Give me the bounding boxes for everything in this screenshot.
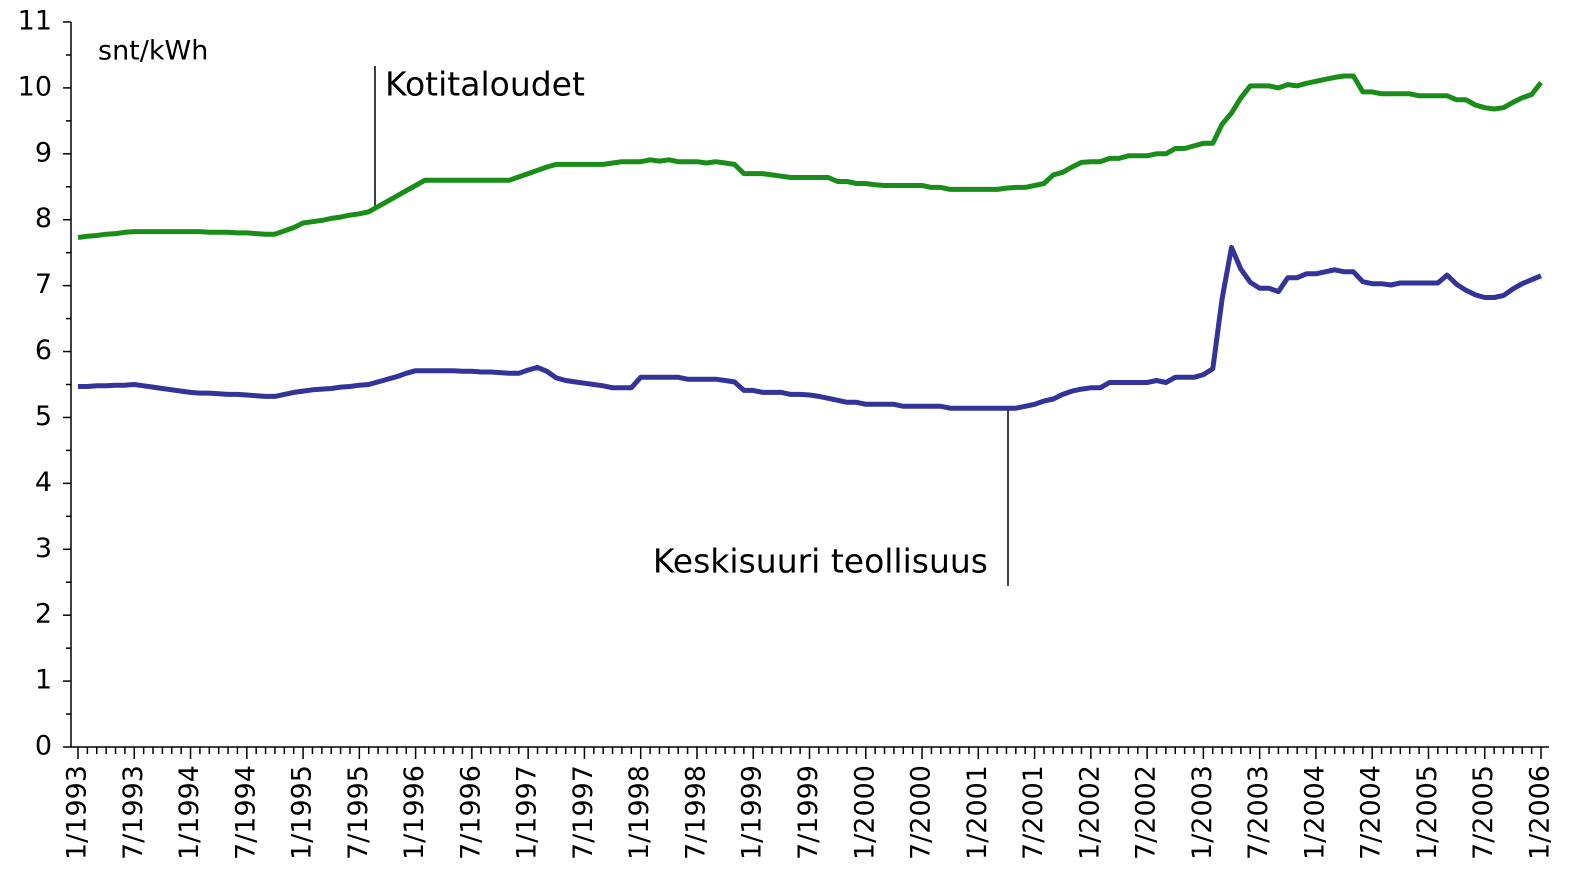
annotation: Keskisuuri teollisuus (653, 542, 988, 581)
x-tick-label: 1/2004 (1299, 765, 1330, 860)
x-tick-label: 1/2002 (1074, 765, 1105, 860)
x-tick-label: 7/2005 (1468, 765, 1499, 860)
x-tick-label: 7/2002 (1131, 765, 1162, 860)
y-tick-label: 1 (35, 665, 52, 696)
y-tick-label: 8 (35, 203, 52, 234)
x-tick-label: 1/2003 (1187, 765, 1218, 860)
x-tick-label: 7/2000 (906, 765, 937, 860)
y-axis-unit: snt/kWh (98, 36, 208, 67)
x-tick-label: 1/2001 (962, 765, 993, 860)
x-tick-label: 7/1999 (793, 765, 824, 860)
line (77, 73, 1543, 240)
x-tick-label: 7/1996 (455, 765, 486, 860)
x-tick-label: 1/1995 (287, 765, 318, 860)
y-tick-label: 9 (35, 137, 52, 168)
x-tick-label: 1/2000 (849, 765, 880, 860)
x-tick-label: 1/1997 (512, 765, 543, 860)
y-tick-label: 0 (35, 731, 52, 762)
x-tick-label: 1/2006 (1525, 765, 1556, 860)
x-tick-label: 7/1997 (568, 765, 599, 860)
x-tick-label: 1/1996 (399, 765, 430, 860)
y-tick-label: 6 (35, 335, 52, 366)
y-tick-label: 11 (18, 6, 52, 37)
line (78, 244, 1542, 411)
x-tick-label: 1/2005 (1412, 765, 1443, 860)
x-tick-label: 1/1994 (174, 765, 205, 860)
y-tick-label: 7 (35, 269, 52, 300)
x-tick-label: 7/2004 (1356, 765, 1387, 860)
y-tick-label: 10 (18, 71, 52, 102)
x-tick-label: 7/2001 (1018, 765, 1049, 860)
x-tick-label: 7/1998 (680, 765, 711, 860)
x-tick-label: 1/1998 (624, 765, 655, 860)
x-tick-label: 7/1994 (230, 765, 261, 860)
x-tick-label: 7/1993 (118, 765, 149, 860)
x-tick-label: 1/1999 (737, 765, 768, 860)
x-tick-label: 1/1993 (62, 765, 93, 860)
annotation: Kotitaloudet (385, 65, 585, 104)
x-tick-label: 7/1995 (343, 765, 374, 860)
y-tick-label: 2 (35, 599, 52, 630)
y-tick-label: 5 (35, 401, 52, 432)
x-tick-label: 7/2003 (1243, 765, 1274, 860)
y-tick-label: 4 (35, 467, 52, 498)
y-tick-label: 3 (35, 533, 52, 564)
